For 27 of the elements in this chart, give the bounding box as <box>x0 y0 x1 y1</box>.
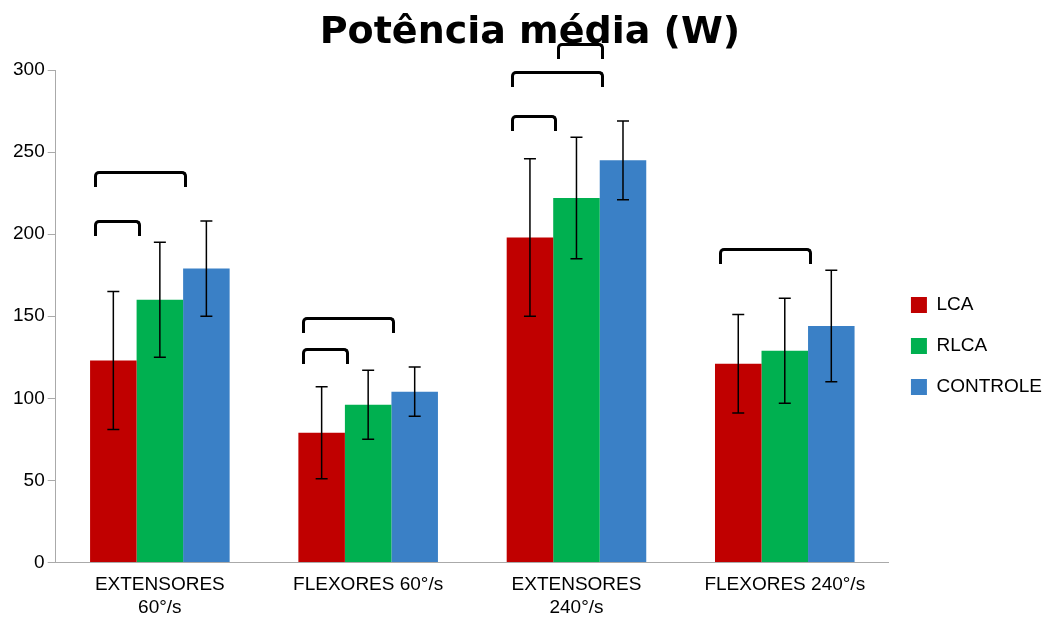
bar <box>553 198 600 562</box>
legend-label: CONTROLE <box>936 375 1043 397</box>
bar <box>298 432 345 562</box>
y-tick-label: 200 <box>13 222 45 244</box>
x-tick-label: FLEXORES 240°/s <box>704 573 866 595</box>
bar <box>391 391 438 562</box>
bar <box>136 299 184 562</box>
y-tick-label: 250 <box>13 140 45 162</box>
x-tick-label: FLEXORES 60°/s <box>293 573 444 595</box>
y-tick-label: 50 <box>23 468 45 490</box>
y-tick-label: 300 <box>13 58 45 80</box>
x-tick-label: EXTENSORES 60°/s <box>94 573 225 617</box>
bar <box>506 237 554 562</box>
legend-label: RLCA <box>936 334 988 356</box>
x-tick-label: EXTENSORES 240°/s <box>511 573 642 617</box>
bar <box>599 160 647 562</box>
y-tick-label: 0 <box>34 550 45 572</box>
bar <box>715 363 762 562</box>
bar <box>90 360 137 562</box>
bar <box>183 268 230 562</box>
legend-label: LCA <box>936 293 974 315</box>
bar <box>344 404 392 562</box>
bar <box>808 326 855 562</box>
chart-title: Potência média (W) <box>318 8 742 52</box>
y-tick-label: 100 <box>13 386 45 408</box>
bar <box>761 350 809 562</box>
y-tick-label: 150 <box>13 304 45 326</box>
